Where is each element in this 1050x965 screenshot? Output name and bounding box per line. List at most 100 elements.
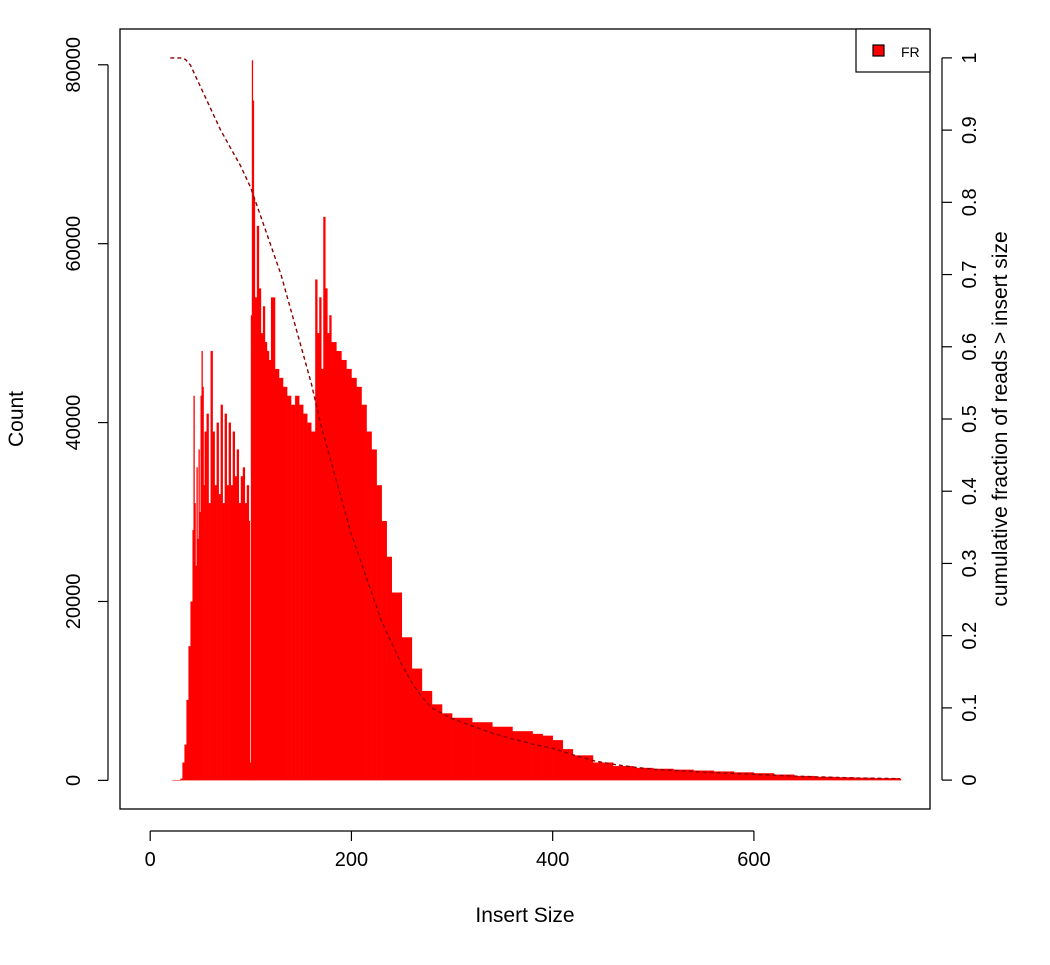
bar-2	[180, 778, 183, 781]
bar-88	[401, 637, 413, 781]
y-tick-label-60000: 60000	[63, 216, 85, 272]
bar-79	[351, 377, 357, 781]
bar-71	[323, 216, 326, 781]
plot-frame	[119, 28, 931, 810]
bar-92	[441, 713, 453, 781]
x-tick-label-400: 400	[536, 849, 569, 871]
cumulative-line-layer	[170, 57, 900, 780]
x-axis: 0 200 400 600	[145, 830, 771, 871]
bar-60	[287, 395, 292, 781]
bar-51	[260, 333, 264, 781]
bar-103	[613, 766, 634, 781]
x-tick-label-0: 0	[145, 849, 156, 871]
y2-tick-label-0.4: 0.4	[959, 477, 981, 505]
bar-66	[311, 431, 316, 781]
y-tick-label-0: 0	[63, 775, 85, 786]
legend-label-fr: FR	[901, 44, 920, 60]
bar-85	[381, 520, 387, 781]
y2-tick-label-0.8: 0.8	[959, 188, 981, 216]
bar-52	[262, 306, 266, 781]
bar-87	[391, 592, 403, 781]
bar-63	[299, 404, 304, 781]
bar-106	[673, 769, 694, 781]
bar-99	[552, 740, 564, 781]
bar-74	[329, 315, 332, 781]
bar-45	[251, 60, 254, 781]
bar-37	[238, 503, 242, 781]
bar-54	[266, 351, 270, 781]
legend-box	[855, 28, 931, 73]
bar-21	[206, 413, 209, 781]
bar-89	[411, 668, 423, 781]
bar-42	[248, 520, 251, 781]
bar-116	[874, 778, 901, 781]
bar-67	[315, 279, 318, 781]
bar-94	[472, 722, 493, 781]
bar-46	[252, 100, 255, 781]
bar-3	[182, 762, 185, 781]
bar-93	[452, 717, 473, 781]
legend-swatch-fr	[872, 44, 885, 57]
bar-98	[542, 735, 553, 781]
y-tick-label-40000: 40000	[63, 395, 85, 451]
bar-4	[184, 744, 187, 781]
bar-70	[321, 368, 324, 781]
bar-34	[232, 431, 236, 781]
bar-15	[199, 512, 201, 781]
bar-114	[834, 777, 855, 781]
bar-100	[562, 749, 574, 781]
y2-tick-label-0.9: 0.9	[959, 116, 981, 144]
bar-25	[214, 485, 217, 781]
bar-62	[295, 395, 300, 781]
bar-8	[192, 529, 194, 781]
bar-29	[222, 503, 225, 781]
histogram-bars	[172, 60, 902, 781]
bar-104	[633, 767, 654, 781]
bar-11	[195, 565, 197, 781]
bar-58	[278, 377, 284, 781]
bar-77	[341, 359, 347, 781]
y-tick-label-80000: 80000	[63, 37, 85, 93]
bar-39	[242, 467, 246, 781]
bar-57	[274, 368, 280, 781]
bar-115	[854, 777, 875, 781]
bar-38	[240, 476, 244, 781]
bar-73	[327, 333, 330, 781]
bar-32	[228, 422, 231, 781]
bar-6	[188, 646, 191, 781]
bar-30	[224, 413, 227, 781]
y2-tick-label-0.6: 0.6	[959, 333, 981, 361]
y2-tick-label-0.2: 0.2	[959, 622, 981, 650]
y2-tick-label-0: 0	[959, 775, 981, 786]
bar-75	[331, 342, 337, 781]
bar-19	[203, 485, 205, 781]
bar-36	[236, 449, 240, 781]
bar-10	[194, 503, 196, 781]
bar-112	[794, 775, 815, 781]
bar-22	[208, 503, 211, 781]
bar-61	[291, 404, 296, 781]
bar-13	[197, 538, 199, 781]
bar-108	[713, 771, 735, 781]
y-tick-label-20000: 20000	[63, 574, 85, 630]
x-tick-label-600: 600	[737, 849, 770, 871]
bar-110	[753, 773, 775, 781]
bar-56	[270, 297, 276, 781]
bar-7	[190, 601, 193, 781]
bar-81	[361, 404, 367, 781]
bar-68	[317, 333, 320, 781]
bar-113	[814, 776, 835, 781]
bar-76	[336, 351, 342, 781]
bar-20	[204, 431, 207, 781]
bar-41	[246, 485, 250, 781]
bar-18	[202, 386, 204, 781]
y2-tick-label-0.1: 0.1	[959, 694, 981, 722]
x-tick-label-200: 200	[335, 849, 368, 871]
bar-31	[226, 485, 229, 781]
x-axis-title: Insert Size	[475, 904, 574, 927]
y2-tick-label-1: 1	[959, 52, 981, 63]
cumulative-fraction-line	[170, 57, 900, 780]
bar-33	[230, 485, 233, 781]
bar-28	[220, 404, 223, 781]
